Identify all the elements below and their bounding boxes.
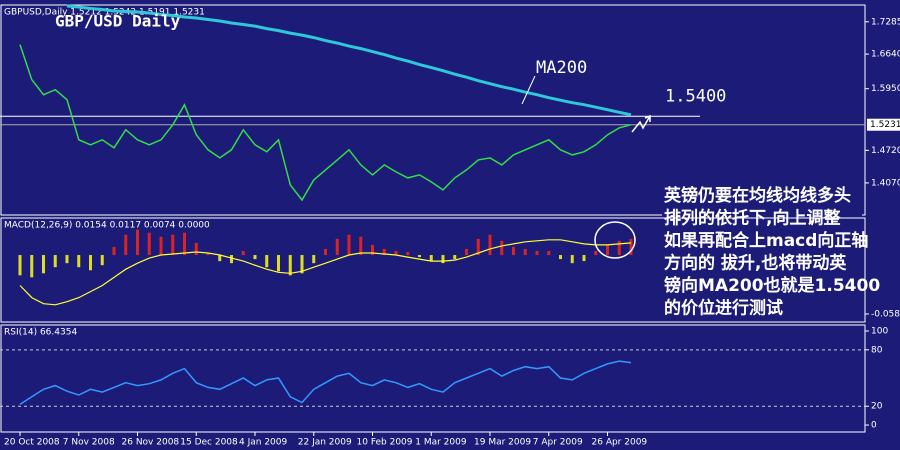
y-tick-label: 100 <box>871 327 888 337</box>
x-tick-label: 20 Oct 2008 <box>4 438 60 448</box>
annotation-box <box>662 183 862 318</box>
histogram-bar <box>488 234 492 256</box>
panel-header: RSI(14) 66.4354 <box>4 328 77 338</box>
annotation-line: 的价位进行测试 <box>664 298 783 319</box>
x-tick-label: 4 Jan 2009 <box>239 438 287 448</box>
y-tick-label: 1.4720 <box>871 146 900 156</box>
x-tick-label: 22 Jan 2009 <box>298 438 352 448</box>
histogram-bar <box>535 250 539 256</box>
x-tick-label: 15 Dec 2008 <box>180 438 238 448</box>
histogram-bar <box>300 255 304 274</box>
histogram-bar <box>347 234 351 256</box>
histogram-bar <box>159 236 163 256</box>
histogram-bar <box>230 255 233 264</box>
annotation-line: 镑向MA200也就是1.5400 <box>664 275 880 296</box>
histogram-bar <box>547 250 551 256</box>
histogram-bar <box>136 229 139 256</box>
x-tick-label: 10 Feb 2009 <box>357 438 413 448</box>
histogram-bar <box>171 234 175 256</box>
histogram-bar <box>500 240 504 256</box>
x-tick-label: 7 Nov 2008 <box>63 438 115 448</box>
histogram-bar <box>194 242 198 256</box>
y-tick-label: 0 <box>871 421 877 431</box>
histogram-bar <box>512 246 515 256</box>
histogram-bar <box>418 255 421 258</box>
histogram-bar <box>89 255 92 271</box>
y-tick-label: 1.5950 <box>871 84 900 94</box>
x-tick-label: 19 Mar 2009 <box>474 438 531 448</box>
annotation-line: 方向的 拔升,也将带动英 <box>664 253 847 274</box>
price-line <box>19 360 632 406</box>
histogram-bar <box>359 236 363 256</box>
histogram-bar <box>559 255 562 260</box>
histogram-bar <box>18 255 22 276</box>
series-label: MA200 <box>536 58 587 78</box>
histogram-bar <box>100 255 104 266</box>
annotation-line: 如果再配合上macd向正轴 <box>664 230 868 251</box>
histogram-bar <box>465 248 468 256</box>
y-tick-label: 1.4070 <box>871 178 900 188</box>
histogram-bar <box>324 248 327 256</box>
histogram-bar <box>523 248 527 256</box>
histogram-bar <box>218 255 222 262</box>
x-tick-label: 7 Apr 2009 <box>533 438 583 448</box>
histogram-bar <box>594 250 598 256</box>
y-tick-label: 1.6640 <box>871 50 900 60</box>
histogram-bar <box>382 248 386 256</box>
histogram-bar <box>371 244 374 256</box>
y-tick-label: 80 <box>871 345 883 355</box>
y-tick-label: 1.7285 <box>871 17 900 27</box>
arrow <box>631 114 651 133</box>
panel-border <box>0 4 866 216</box>
y-tick-label: -0.0581 <box>871 309 900 319</box>
histogram-bar <box>582 255 586 262</box>
panel-border <box>0 217 866 323</box>
histogram-bar <box>606 244 609 256</box>
panel-header: MACD(12,26,9) 0.0154 0.0117 0.0074 0.000… <box>4 221 210 231</box>
histogram-bar <box>441 255 445 264</box>
histogram-bar <box>570 255 574 264</box>
histogram-bar <box>183 232 186 256</box>
histogram-bar <box>312 255 316 264</box>
histogram-bar <box>335 238 339 256</box>
panel-border <box>0 324 866 433</box>
histogram-bar <box>406 251 410 256</box>
x-tick-label: 1 Mar 2009 <box>415 438 467 448</box>
x-tick-label: 26 Apr 2009 <box>592 438 648 448</box>
ma-line <box>66 4 632 117</box>
histogram-bar <box>288 255 292 276</box>
signal-line <box>19 239 632 306</box>
histogram-bar <box>429 255 433 262</box>
histogram-bar <box>476 238 480 256</box>
histogram-bar <box>206 253 210 256</box>
histogram-bar <box>147 232 151 256</box>
last-price-box <box>867 118 900 131</box>
histogram-bar <box>617 240 621 256</box>
histogram-bar <box>77 255 81 268</box>
histogram-bar <box>277 255 280 272</box>
series-pointer <box>521 75 536 105</box>
histogram-bar <box>253 255 257 260</box>
histogram-bar <box>629 238 633 256</box>
annotation-line: 英镑仍要在均线均线多头 <box>664 185 851 206</box>
histogram-bar <box>65 255 69 264</box>
histogram-bar <box>265 255 269 268</box>
chart-title: GBP/USD Daily <box>55 12 181 31</box>
y-tick-label: 20 <box>871 402 883 412</box>
histogram-bar <box>30 255 34 278</box>
price-line <box>19 44 632 202</box>
last-price-label: 1.5231 <box>870 120 900 130</box>
target-label: 1.5400 <box>665 86 726 106</box>
histogram-bar <box>453 255 457 260</box>
histogram-bar <box>124 234 128 256</box>
histogram-bar <box>394 250 398 256</box>
histogram-bar <box>53 255 57 268</box>
histogram-bar <box>112 246 116 256</box>
x-tick-label: 26 Nov 2008 <box>122 438 180 448</box>
panel-header: GBPUSD,Daily 1.5212 1.5242 1.5191 1.5231 <box>4 8 205 18</box>
histogram-bar <box>42 255 45 274</box>
highlight-circle <box>594 221 636 259</box>
histogram-bar <box>241 250 245 256</box>
